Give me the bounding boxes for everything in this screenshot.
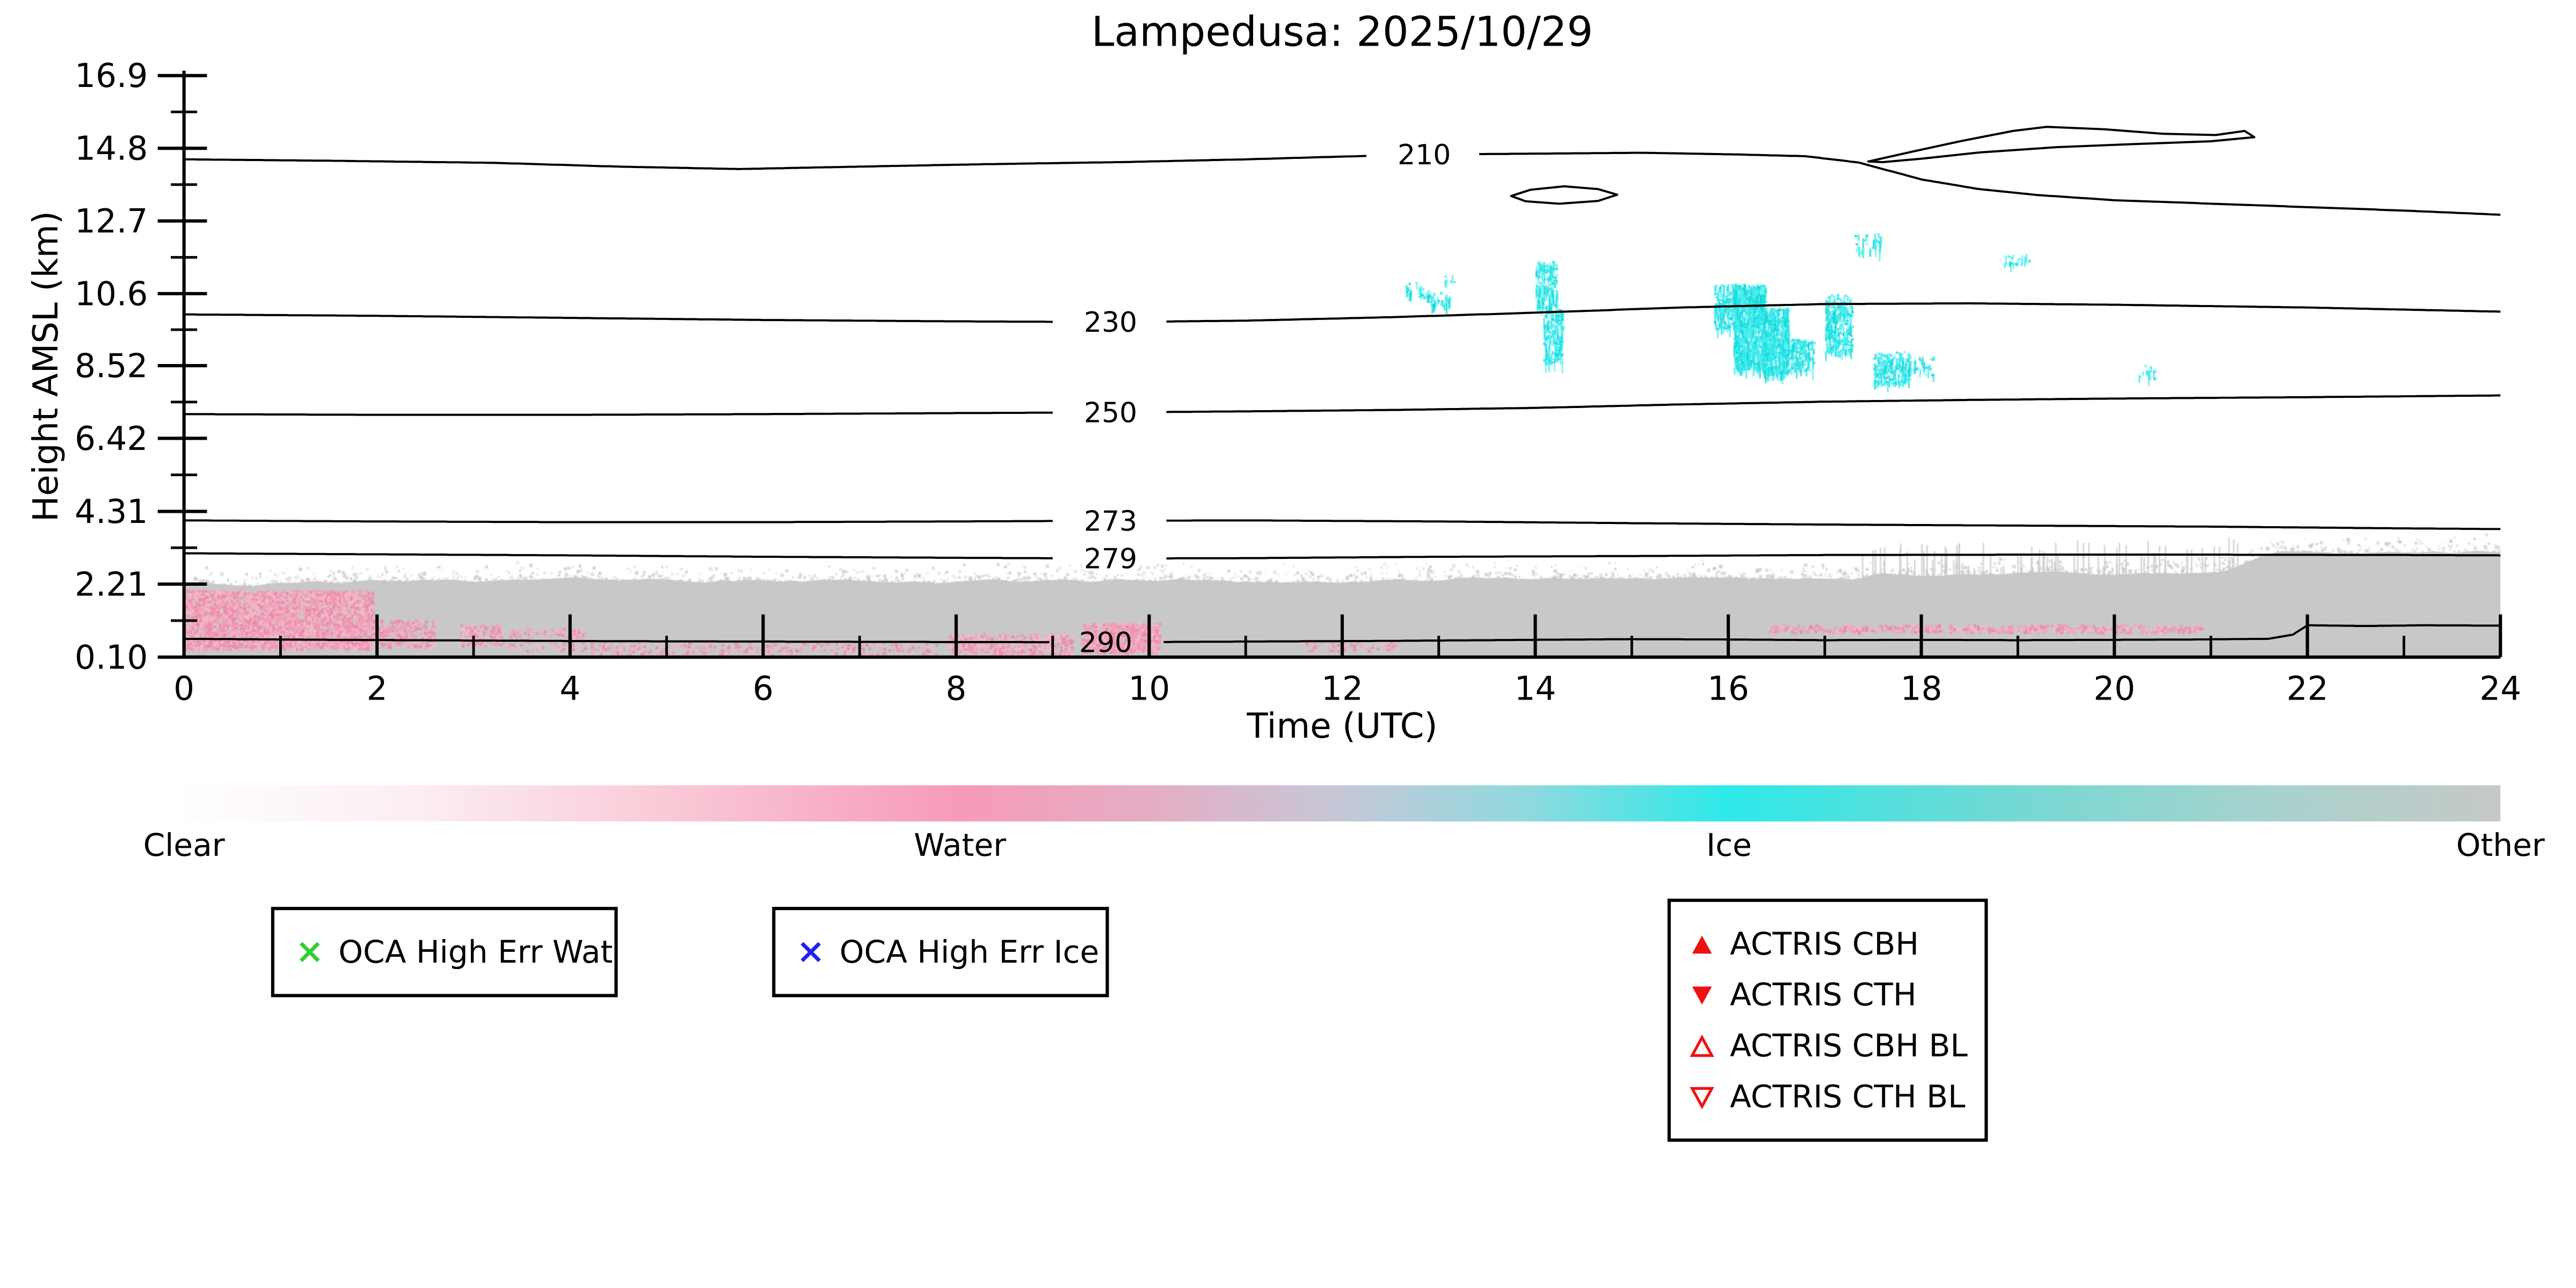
legend-label-actris-cbh: ACTRIS CBH	[1730, 926, 1919, 962]
x-tick-label: 16	[1707, 670, 1749, 708]
colorbar-label-water: Water	[914, 827, 1006, 863]
cloud-phase-field	[184, 75, 2501, 657]
x-tick-label: 8	[945, 670, 966, 708]
contour-label-210: 210	[1398, 139, 1451, 171]
contour-label-290: 290	[1079, 627, 1132, 659]
y-axis-label: Height AMSL (km)	[26, 210, 66, 522]
green-x-marker	[300, 942, 320, 963]
contour-label-230: 230	[1084, 307, 1137, 339]
legend-row-actris-cth-bl: ACTRIS CTH BL	[1689, 1074, 1985, 1119]
y-tick-label: 8.52	[75, 347, 148, 385]
x-tick-label: 14	[1515, 670, 1556, 708]
colorbar-label-clear: Clear	[143, 827, 225, 863]
colorbar-label-ice: Ice	[1706, 827, 1752, 863]
x-tick-label: 10	[1129, 670, 1170, 708]
legend-label-oca-ice: OCA High Err Ice	[839, 934, 1100, 970]
y-tick-label: 0.10	[75, 638, 148, 676]
legend-oca-high-err-ice: OCA High Err Ice	[772, 907, 1109, 998]
x-tick-label: 2	[367, 670, 388, 708]
legend-label-oca-wat: OCA High Err Wat	[338, 934, 613, 970]
y-tick-label: 12.7	[75, 202, 148, 241]
x-tick-label: 20	[2093, 670, 2135, 708]
blue-x-marker	[801, 942, 821, 963]
chart-title: Lampedusa: 2025/10/29	[1091, 8, 1593, 56]
x-tick-label: 4	[559, 670, 580, 708]
y-tick-label: 14.8	[75, 130, 148, 168]
triangle-up-open-icon	[1690, 1034, 1714, 1057]
colorbar-label-other: Other	[2456, 827, 2545, 863]
legend-row-actris-cbh-bl: ACTRIS CBH BL	[1689, 1023, 1985, 1068]
contour-label-273: 273	[1084, 505, 1137, 537]
legend-oca-high-err-wat: OCA High Err Wat	[271, 907, 618, 998]
x-tick-label: 6	[753, 670, 774, 708]
contour-line-250	[184, 394, 2501, 416]
contour-line-273	[184, 519, 2501, 530]
triangle-up-filled-icon	[1692, 935, 1712, 953]
legend-actris: ACTRIS CBH ACTRIS CTH ACTRIS CBH BL ACTR…	[1667, 898, 1988, 1142]
contour-line-210	[184, 151, 2501, 216]
x-tick-label: 0	[173, 670, 194, 708]
triangle-down-filled-icon	[1692, 985, 1712, 1004]
x-tick-label: 24	[2479, 670, 2521, 708]
contour-line-230	[184, 302, 2501, 323]
legend-label-actris-cbh-bl: ACTRIS CBH BL	[1730, 1027, 1968, 1064]
contour-line-279	[184, 552, 2501, 560]
x-tick-label: 12	[1321, 670, 1363, 708]
isotherm-contours: 210 230 250 273 279 290	[184, 126, 2501, 659]
contour-closed-1	[1867, 126, 2255, 164]
y-tick-label: 16.9	[75, 57, 148, 95]
contour-line-290	[184, 624, 2501, 644]
contour-label-250: 250	[1084, 397, 1137, 429]
contour-closed-2	[1510, 185, 1619, 205]
legend-row-actris-cbh: ACTRIS CBH	[1689, 922, 1985, 966]
y-tick-label: 2.21	[75, 565, 148, 603]
colorbar-gradient	[184, 785, 2501, 821]
y-tick-label: 6.42	[75, 420, 148, 458]
colorbar: Clear Water Ice Other	[143, 785, 2545, 863]
contour-label-279: 279	[1084, 543, 1137, 576]
legend-label-actris-cth-bl: ACTRIS CTH BL	[1730, 1078, 1966, 1115]
legend-label-actris-cth: ACTRIS CTH	[1730, 977, 1917, 1013]
y-tick-label: 4.31	[75, 493, 148, 531]
x-tick-label: 18	[1901, 670, 1942, 708]
triangle-down-open-icon	[1690, 1086, 1714, 1109]
legend-row-actris-cth: ACTRIS CTH	[1689, 972, 1985, 1017]
axes: 16.914.812.710.68.526.424.312.210.100 2 4 6…	[75, 57, 2521, 708]
x-tick-label: 22	[2287, 670, 2328, 708]
x-axis-label: Time (UTC)	[1247, 706, 1438, 746]
y-tick-label: 10.6	[75, 275, 148, 313]
